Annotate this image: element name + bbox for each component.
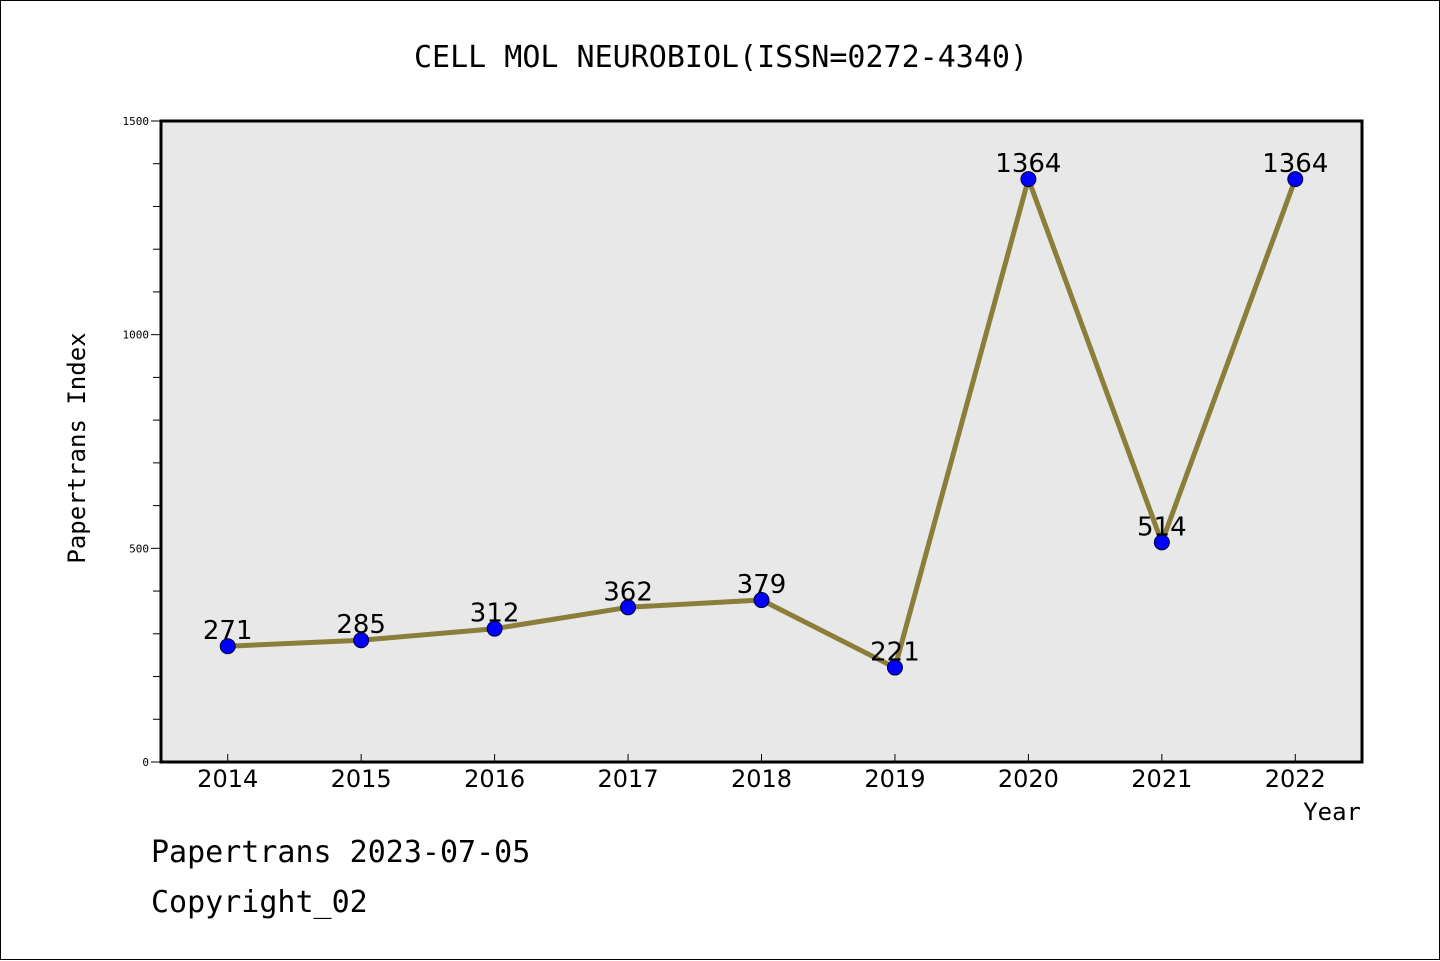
data-point-marker bbox=[1287, 171, 1304, 188]
data-point-marker bbox=[886, 659, 903, 676]
data-label: 514 bbox=[1137, 512, 1187, 542]
x-tick-label: 2022 bbox=[1265, 765, 1326, 793]
data-point-marker bbox=[353, 632, 370, 649]
data-label: 379 bbox=[737, 570, 787, 600]
data-point-marker bbox=[753, 592, 770, 609]
x-tick-label: 2018 bbox=[731, 765, 792, 793]
x-tick-label: 2015 bbox=[331, 765, 392, 793]
x-tick-label: 2020 bbox=[998, 765, 1059, 793]
footer-date-text: Papertrans 2023-07-05 bbox=[151, 835, 531, 870]
data-label: 362 bbox=[603, 577, 653, 607]
y-tick-label: 500 bbox=[129, 542, 149, 555]
y-tick-label: 0 bbox=[142, 756, 149, 769]
plot-area bbox=[161, 121, 1362, 762]
plot-border bbox=[159, 119, 1364, 764]
data-label: 221 bbox=[870, 638, 920, 668]
y-axis-label: Papertrans Index bbox=[63, 332, 91, 563]
x-tick-label: 2014 bbox=[197, 765, 258, 793]
data-point-marker bbox=[1020, 171, 1037, 188]
data-point-marker bbox=[486, 620, 503, 637]
x-tick-label: 2017 bbox=[598, 765, 659, 793]
data-point-marker bbox=[219, 638, 236, 655]
y-tick-label: 1000 bbox=[123, 329, 150, 342]
chart-title: CELL MOL NEUROBIOL(ISSN=0272-4340) bbox=[414, 40, 1028, 75]
x-axis-label: Year bbox=[1303, 798, 1361, 826]
data-label: 312 bbox=[470, 599, 520, 629]
x-tick-label: 2016 bbox=[464, 765, 525, 793]
x-tick-label: 2021 bbox=[1131, 765, 1192, 793]
data-point-marker bbox=[1153, 534, 1170, 551]
y-tick-label: 1500 bbox=[123, 115, 150, 128]
data-label: 1364 bbox=[1262, 149, 1328, 179]
data-label: 285 bbox=[336, 610, 386, 640]
data-label: 1364 bbox=[995, 149, 1061, 179]
x-tick-label: 2019 bbox=[864, 765, 925, 793]
footer-copyright-text: Copyright_02 bbox=[151, 885, 368, 920]
data-point-marker bbox=[620, 599, 637, 616]
data-label: 271 bbox=[203, 616, 253, 646]
